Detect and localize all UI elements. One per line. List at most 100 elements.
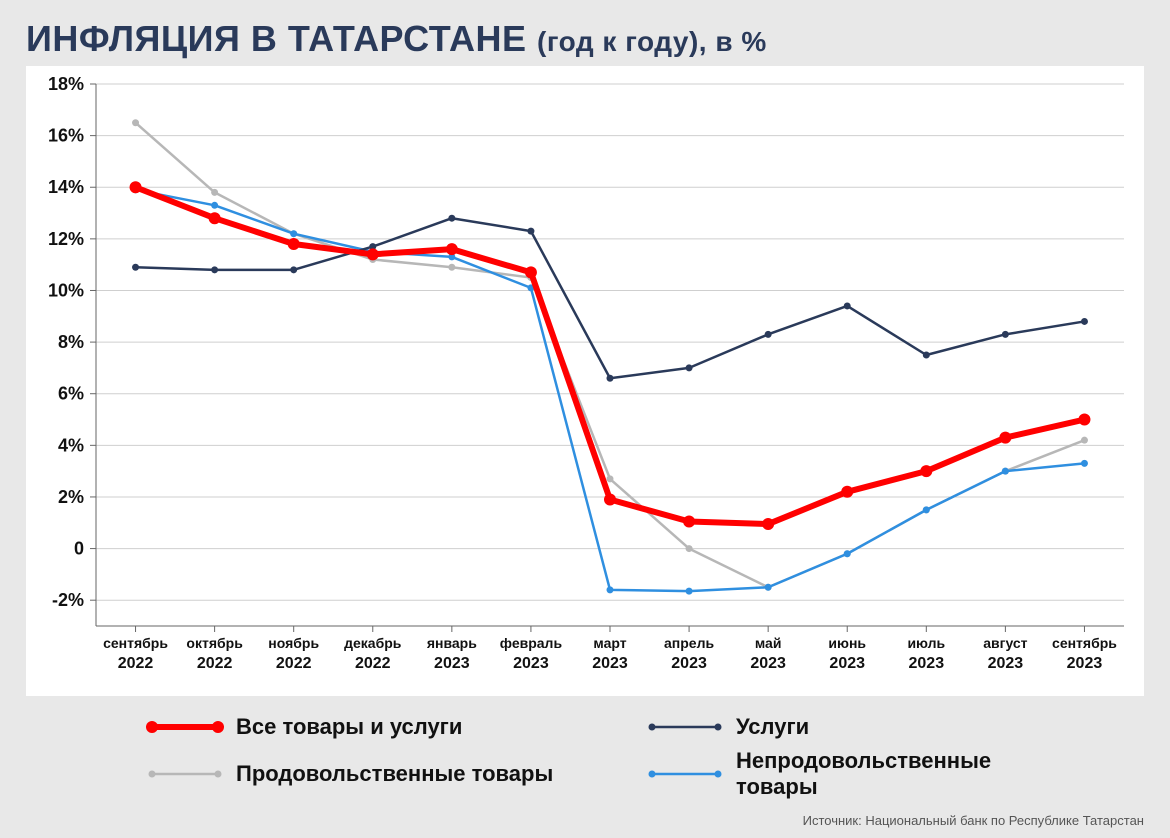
series-marker-all (130, 181, 142, 193)
x-tick-label-month: март (593, 635, 626, 651)
x-tick-label-month: май (755, 635, 782, 651)
series-line-food (136, 123, 1085, 588)
y-tick-label: 4% (58, 435, 84, 455)
legend: Все товары и услуги Услуги Продовольственн… (26, 696, 1144, 800)
legend-swatch-all (146, 720, 224, 734)
x-tick-label-year: 2022 (197, 655, 233, 672)
legend-item-food: Продовольственные товары (146, 748, 586, 800)
x-tick-label-year: 2023 (592, 655, 628, 672)
series-marker-nonfood (1002, 468, 1009, 475)
legend-swatch-food (146, 767, 224, 781)
series-marker-all (920, 465, 932, 477)
x-tick-label-year: 2023 (513, 655, 549, 672)
series-marker-services (686, 364, 693, 371)
series-marker-services (607, 375, 614, 382)
y-tick-label: 0 (74, 539, 84, 559)
x-tick-label-year: 2023 (1067, 655, 1103, 672)
x-tick-label-year: 2022 (276, 655, 312, 672)
x-tick-label-year: 2023 (750, 655, 786, 672)
series-marker-services (290, 266, 297, 273)
series-marker-food (1081, 437, 1088, 444)
x-tick-label-month: декабрь (344, 635, 402, 651)
y-tick-label: 10% (48, 280, 84, 300)
series-marker-all (209, 212, 221, 224)
x-tick-label-month: июнь (828, 635, 866, 651)
series-marker-services (1081, 318, 1088, 325)
x-tick-label-year: 2023 (434, 655, 470, 672)
y-tick-label: -2% (52, 590, 84, 610)
chart-title: ИНФЛЯЦИЯ В ТАТАРСТАНЕ (год к году), в % (26, 18, 1144, 60)
series-marker-nonfood (844, 550, 851, 557)
series-line-all (136, 187, 1085, 524)
x-tick-label-month: сентябрь (1052, 635, 1117, 651)
legend-label-food: Продовольственные товары (236, 761, 553, 787)
series-marker-nonfood (686, 588, 693, 595)
series-marker-all (604, 494, 616, 506)
x-tick-label-year: 2023 (909, 655, 945, 672)
series-marker-food (211, 189, 218, 196)
legend-item-services: Услуги (646, 714, 1066, 740)
x-tick-label-month: ноябрь (268, 635, 319, 651)
x-tick-label-year: 2023 (671, 655, 707, 672)
series-marker-services (844, 302, 851, 309)
y-tick-label: 16% (48, 126, 84, 146)
x-tick-label-month: апрель (664, 635, 714, 651)
series-marker-all (1078, 414, 1090, 426)
series-marker-nonfood (290, 230, 297, 237)
series-marker-services (923, 352, 930, 359)
x-tick-label-month: август (983, 635, 1027, 651)
chart-container: ИНФЛЯЦИЯ В ТАТАРСТАНЕ (год к году), в % … (0, 0, 1170, 838)
series-marker-all (762, 518, 774, 530)
y-tick-label: 12% (48, 229, 84, 249)
series-marker-nonfood (923, 506, 930, 513)
x-tick-label-month: январь (427, 635, 477, 651)
y-tick-label: 14% (48, 177, 84, 197)
x-tick-label-year: 2023 (829, 655, 865, 672)
series-marker-nonfood (211, 202, 218, 209)
series-marker-all (288, 238, 300, 250)
legend-swatch-services (646, 720, 724, 734)
legend-label-nonfood: Непродовольственные товары (736, 748, 1066, 800)
x-tick-label-year: 2022 (118, 655, 154, 672)
series-marker-all (999, 432, 1011, 444)
series-marker-all (446, 243, 458, 255)
x-tick-label-month: февраль (500, 635, 563, 651)
x-tick-label-year: 2023 (988, 655, 1024, 672)
series-marker-services (211, 266, 218, 273)
series-marker-nonfood (1081, 460, 1088, 467)
legend-swatch-nonfood (646, 767, 724, 781)
series-marker-nonfood (607, 586, 614, 593)
series-marker-nonfood (765, 584, 772, 591)
series-line-services (136, 218, 1085, 378)
legend-label-all: Все товары и услуги (236, 714, 462, 740)
plot-svg: -2% 0 2% 4% 6% 8% 10% 12% 14% 16% 18% сентябрь 2022 о… (26, 66, 1144, 696)
title-sub: (год к году), в % (537, 26, 767, 57)
series-marker-services (1002, 331, 1009, 338)
series-marker-services (765, 331, 772, 338)
series-marker-food (607, 475, 614, 482)
series-marker-all (841, 486, 853, 498)
y-tick-label: 8% (58, 332, 84, 352)
y-tick-label: 2% (58, 487, 84, 507)
x-tick-label-month: июль (907, 635, 945, 651)
x-tick-label-year: 2022 (355, 655, 391, 672)
series-marker-services (527, 228, 534, 235)
x-tick-label-month: сентябрь (103, 635, 168, 651)
series-marker-services (448, 215, 455, 222)
y-tick-label: 18% (48, 74, 84, 94)
plot-area: -2% 0 2% 4% 6% 8% 10% 12% 14% 16% 18% сентябрь 2022 о… (26, 66, 1144, 696)
series-marker-all (525, 266, 537, 278)
series-marker-all (367, 248, 379, 260)
series-marker-all (683, 515, 695, 527)
series-marker-food (132, 119, 139, 126)
legend-item-all: Все товары и услуги (146, 714, 586, 740)
x-tick-label-month: октябрь (186, 635, 243, 651)
series-marker-services (132, 264, 139, 271)
series-marker-food (448, 264, 455, 271)
y-tick-label: 6% (58, 384, 84, 404)
source-label: Источник: Национальный банк по Республик… (803, 813, 1144, 828)
title-main: ИНФЛЯЦИЯ В ТАТАРСТАНЕ (26, 18, 527, 59)
legend-label-services: Услуги (736, 714, 809, 740)
legend-item-nonfood: Непродовольственные товары (646, 748, 1066, 800)
series-marker-food (686, 545, 693, 552)
